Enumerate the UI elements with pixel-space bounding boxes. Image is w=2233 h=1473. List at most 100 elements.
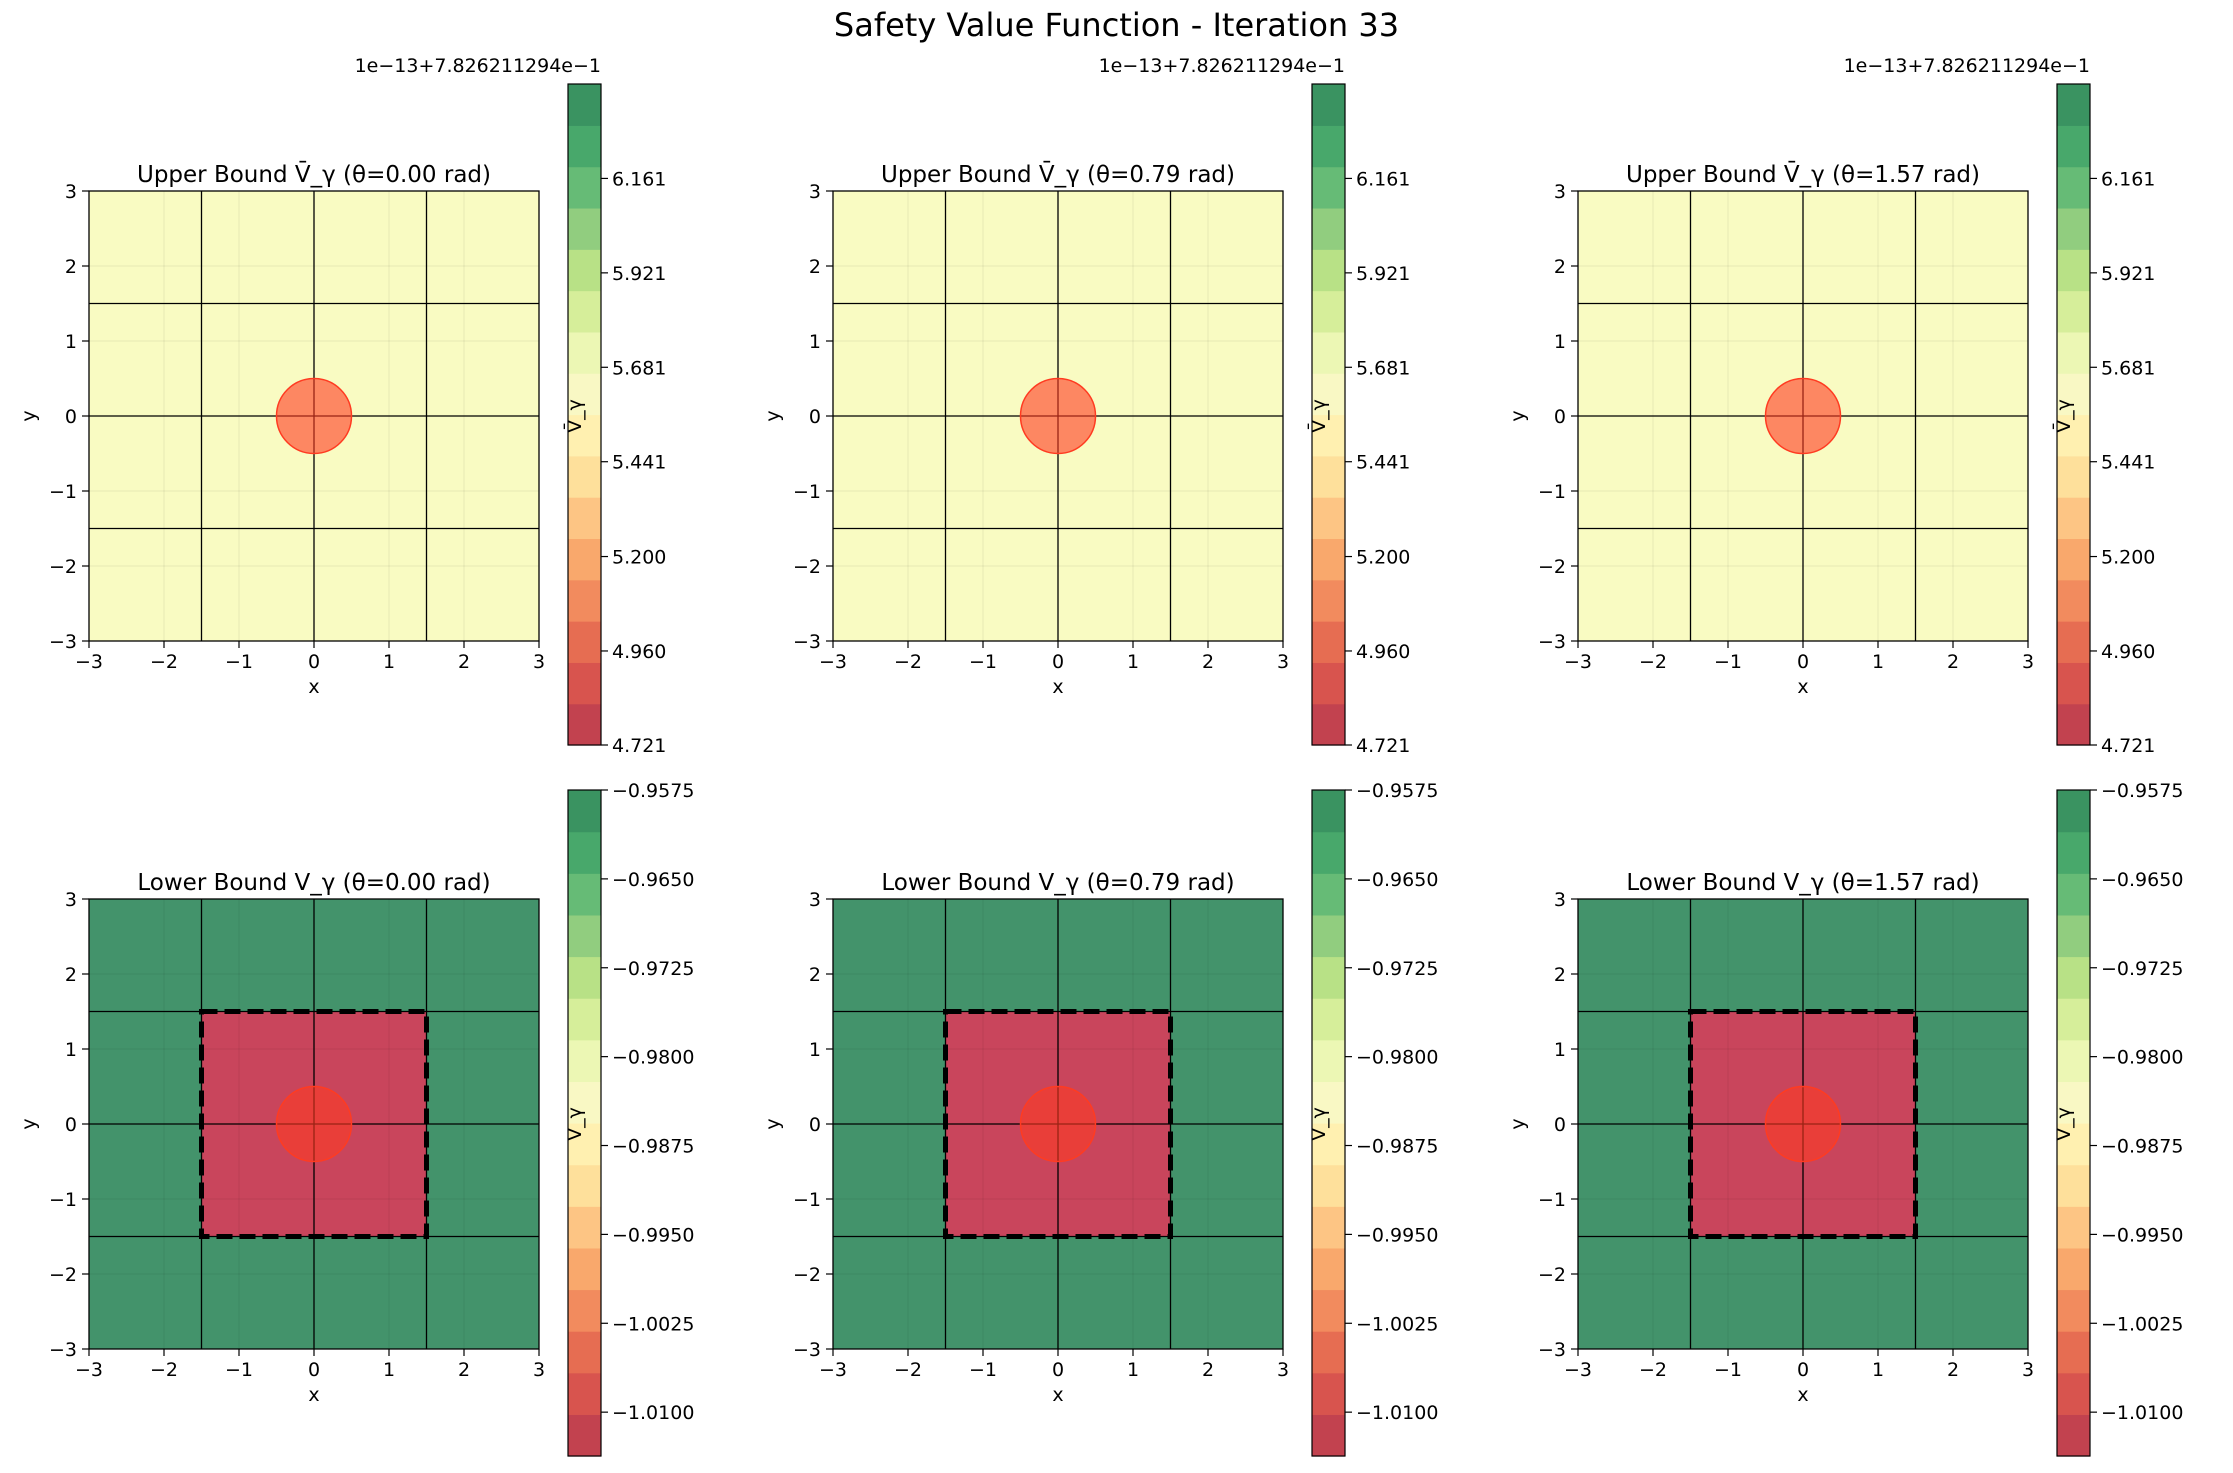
colorbar-band xyxy=(2057,455,2090,498)
subplot-2: −3−3 −2 −2 −1 −1 0 0 1 1 2 2 3 3 x y Upper Bound V̄_γ (… xyxy=(762,55,1410,757)
colorbar-band xyxy=(1312,497,1345,540)
colorbar-band xyxy=(568,1206,601,1249)
colorbar-band xyxy=(2057,1289,2090,1332)
subplot-title: Lower Bound V_γ (θ=1.57 rad) xyxy=(1626,870,1979,896)
colorbar-band xyxy=(568,662,601,705)
obstacle-circle xyxy=(1019,1085,1097,1163)
colorbar-tick-label: −0.9875 xyxy=(2101,1136,2183,1158)
x-tick-label: 0 xyxy=(1797,651,1809,673)
colorbar-band xyxy=(2057,1039,2090,1082)
colorbar-tick-label: −0.9950 xyxy=(2101,1224,2183,1246)
colorbar-label: V̄_γ xyxy=(1306,399,1330,433)
colorbar-band xyxy=(2057,1081,2090,1124)
colorbar-band xyxy=(1312,373,1345,416)
colorbar-band xyxy=(568,579,601,622)
y-tick-label: −2 xyxy=(49,1264,77,1286)
colorbar-band xyxy=(568,998,601,1041)
y-tick-label: 0 xyxy=(65,1114,77,1136)
subplot-5: −3−3 −2 −2 −1 −1 0 0 1 1 2 2 3 3 x y Lower Bound V_γ (θ… xyxy=(762,780,1438,1457)
y-tick-label: 1 xyxy=(65,331,77,353)
x-tick-label: 3 xyxy=(533,651,545,673)
colorbar-frame xyxy=(567,83,602,746)
colorbar-band xyxy=(1312,1414,1345,1457)
subplot-title: Lower Bound V_γ (θ=0.00 rad) xyxy=(137,870,490,896)
colorbar-offset-label: 1e−13+7.826211294e−1 xyxy=(355,55,601,77)
x-tick-label: 1 xyxy=(383,1359,395,1381)
x-axis-label: x xyxy=(1052,676,1063,698)
colorbar-band xyxy=(1312,1372,1345,1415)
colorbar-tick-label: 4.721 xyxy=(1356,735,1410,757)
y-tick-label: −2 xyxy=(1538,556,1566,578)
colorbar-tick-label: 4.721 xyxy=(612,735,666,757)
colorbar-tick-label: −1.0025 xyxy=(612,1313,694,1335)
y-tick-label: −1 xyxy=(1538,481,1566,503)
colorbar-tick-label: −0.9950 xyxy=(612,1224,694,1246)
colorbar-band xyxy=(568,956,601,999)
colorbar-frame xyxy=(2056,789,2091,1457)
colorbar-band xyxy=(1312,1247,1345,1291)
y-tick-label: −1 xyxy=(793,481,821,503)
colorbar-band xyxy=(2057,621,2090,663)
colorbar-band xyxy=(568,831,601,874)
y-tick-label: 1 xyxy=(809,1039,821,1061)
colorbar-band xyxy=(1312,1206,1345,1249)
colorbar-band xyxy=(1312,1081,1345,1124)
colorbar-tick-label: −0.9725 xyxy=(1356,958,1438,980)
colorbar-band xyxy=(1312,956,1345,999)
colorbar-band xyxy=(1312,621,1345,663)
colorbar-band xyxy=(2057,125,2090,168)
colorbar-band xyxy=(1312,207,1345,250)
colorbar-band xyxy=(2057,1123,2090,1166)
colorbar-band xyxy=(568,249,601,292)
y-tick-label: 1 xyxy=(1554,1039,1566,1061)
x-tick-label: 2 xyxy=(458,651,470,673)
colorbar-band xyxy=(2057,1414,2090,1457)
colorbar-tick-label: 5.441 xyxy=(612,452,666,474)
y-axis-label: y xyxy=(18,410,40,421)
y-tick-label: 0 xyxy=(1554,1114,1566,1136)
subplot-4: −3−3 −2 −2 −1 −1 0 0 1 1 2 2 3 3 x y Lower Bound V_γ (θ… xyxy=(18,780,694,1457)
colorbar-band xyxy=(2057,1331,2090,1374)
y-axis-label: y xyxy=(762,410,784,421)
x-tick-label: 3 xyxy=(2022,1359,2034,1381)
x-tick-label: −3 xyxy=(819,651,847,673)
y-tick-label: −3 xyxy=(49,631,77,653)
colorbar-band xyxy=(1312,703,1345,746)
x-tick-label: −1 xyxy=(1714,651,1742,673)
x-tick-label: −1 xyxy=(1714,1359,1742,1381)
colorbar-tick-label: −0.9650 xyxy=(1356,869,1438,891)
colorbar-band xyxy=(568,166,601,209)
colorbar-band xyxy=(1312,790,1345,833)
x-tick-label: 1 xyxy=(1127,651,1139,673)
colorbar-label: V_γ xyxy=(1308,1107,1330,1141)
y-tick-label: 3 xyxy=(809,889,821,911)
x-tick-label: −3 xyxy=(1564,1359,1592,1381)
colorbar-tick-label: −0.9725 xyxy=(612,958,694,980)
colorbar-tick-label: −1.0100 xyxy=(2101,1402,2183,1424)
colorbar-frame xyxy=(1311,83,1346,746)
colorbar-band xyxy=(2057,290,2090,333)
colorbar-tick-label: 5.921 xyxy=(1356,263,1410,285)
colorbar-band xyxy=(2057,497,2090,540)
x-tick-label: −1 xyxy=(969,651,997,673)
colorbar-band xyxy=(1312,998,1345,1041)
colorbar-band xyxy=(1312,831,1345,874)
colorbar-tick-label: −0.9725 xyxy=(2101,958,2183,980)
colorbar-tick-label: 5.200 xyxy=(2101,547,2155,569)
colorbar-tick-label: −0.9800 xyxy=(612,1047,694,1069)
colorbar-band xyxy=(2057,1247,2090,1291)
colorbar-tick-label: −0.9575 xyxy=(2101,780,2183,802)
colorbar-band xyxy=(568,621,601,663)
colorbar-tick-label: −0.9800 xyxy=(2101,1047,2183,1069)
colorbar-tick-label: −0.9950 xyxy=(1356,1224,1438,1246)
x-tick-label: −2 xyxy=(1639,651,1667,673)
x-tick-label: 0 xyxy=(308,1359,320,1381)
x-tick-label: 1 xyxy=(1872,651,1884,673)
y-axis-label: y xyxy=(18,1118,40,1129)
colorbar-band xyxy=(568,207,601,250)
colorbar-band xyxy=(568,914,601,958)
colorbar-band xyxy=(568,331,601,374)
colorbar-offset-label: 1e−13+7.826211294e−1 xyxy=(1844,55,2090,77)
colorbar-band xyxy=(568,84,601,126)
colorbar-band xyxy=(2057,873,2090,916)
